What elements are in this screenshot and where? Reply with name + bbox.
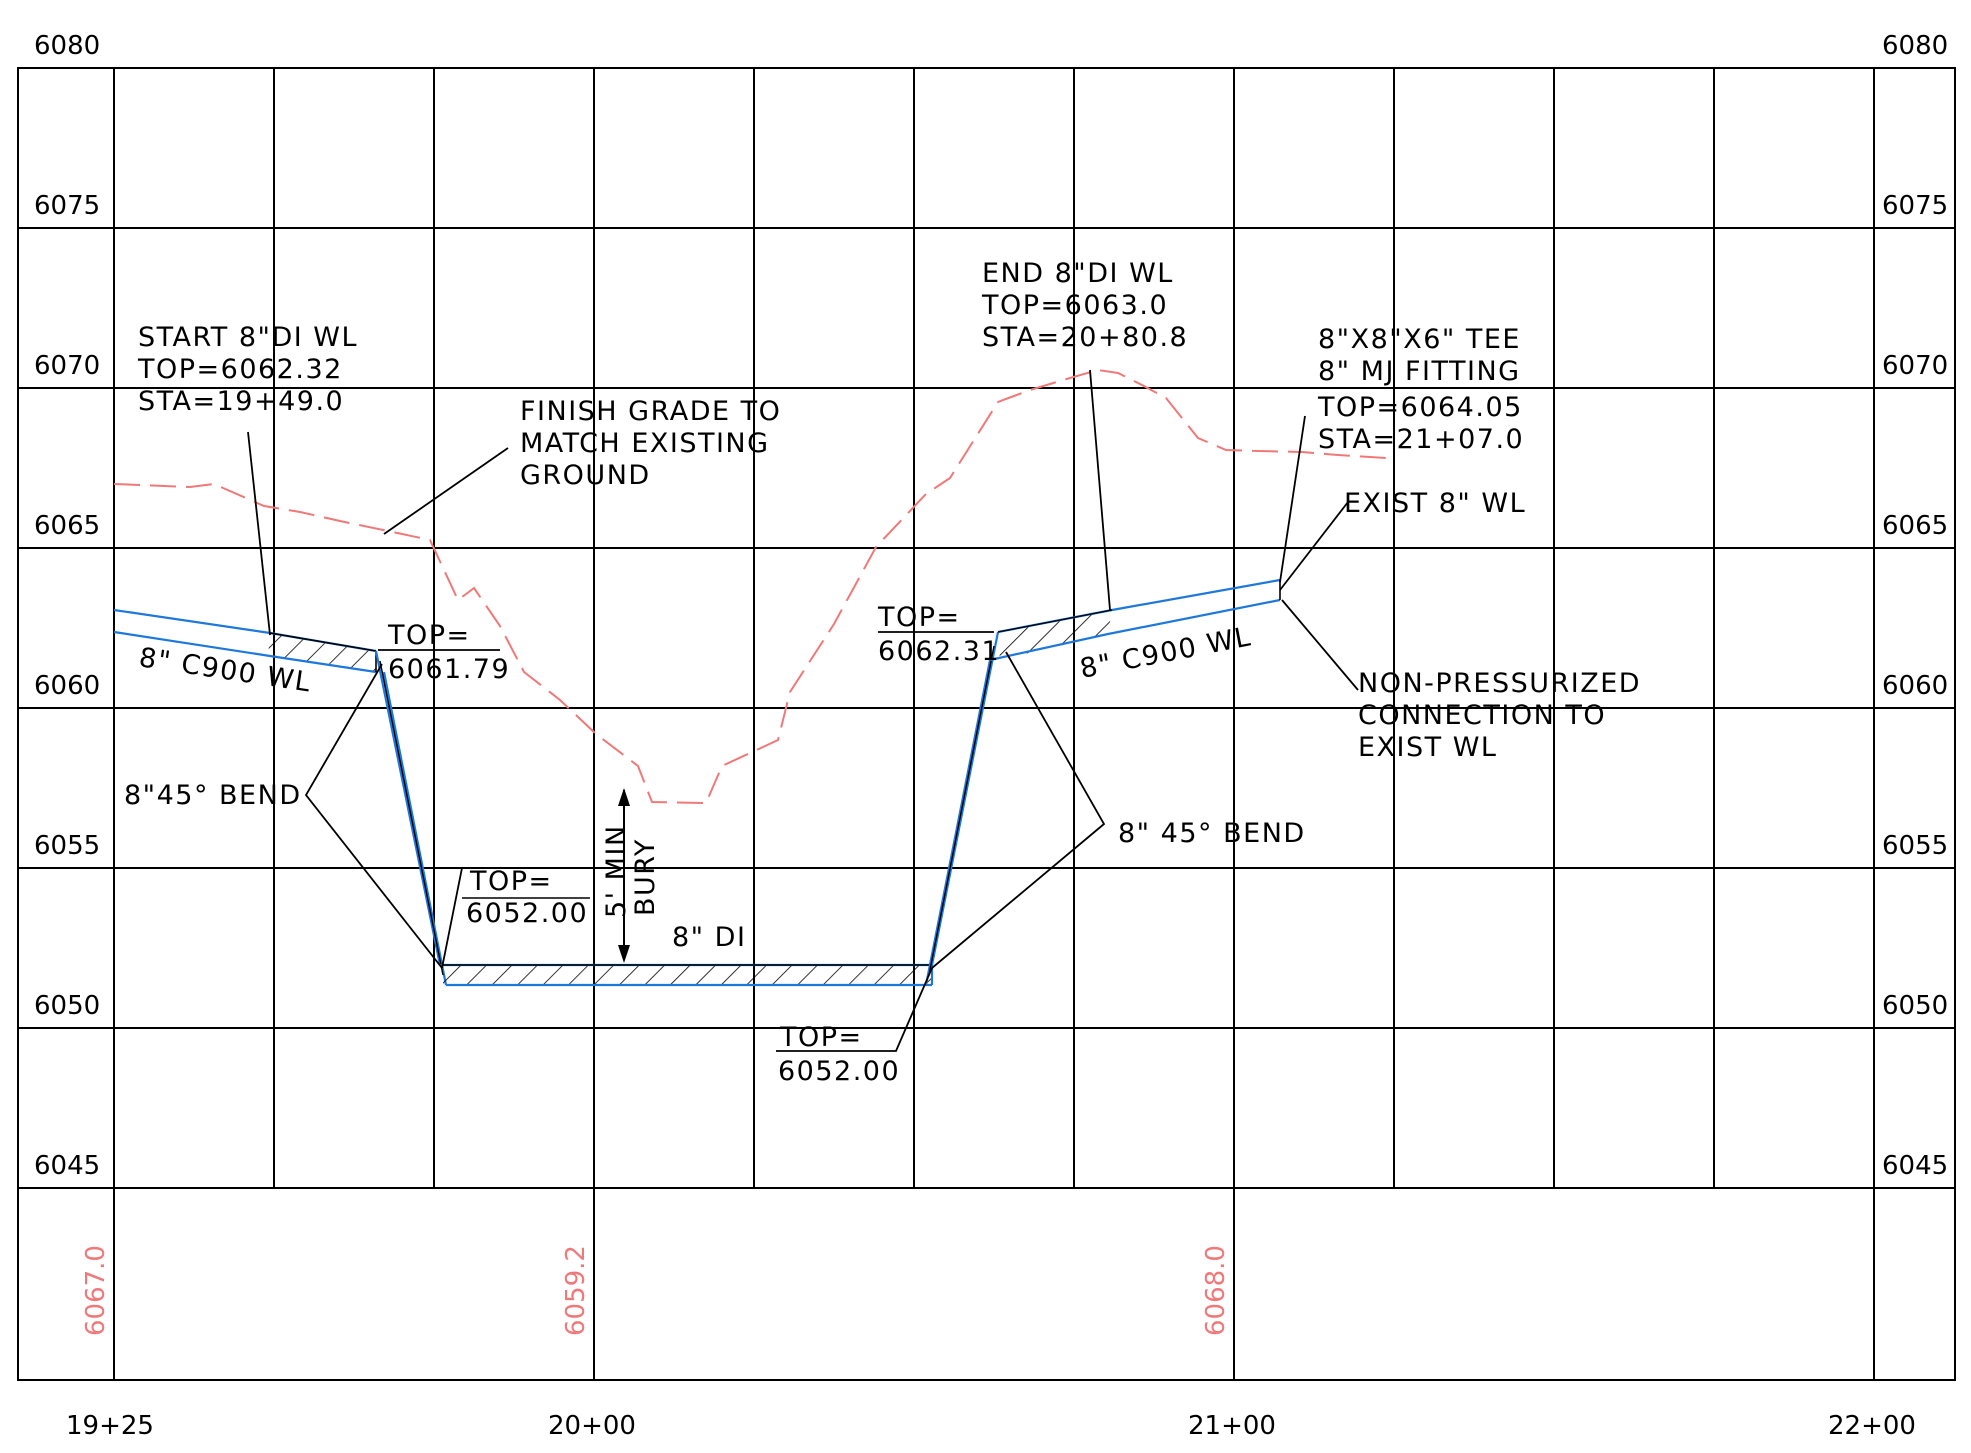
station-labels: 19+25 20+00 21+00 22+00 [66,1411,1916,1441]
top-bottom-left-value: 6052.00 [466,898,588,929]
elev-right-6075: 6075 [1882,191,1948,221]
left-riser-pipe [374,650,448,986]
profile-grid [17,67,1956,1381]
non-pressurized-line3: EXIST WL [1358,732,1497,763]
leader-exist-wl [1279,501,1349,591]
leader-start [247,431,271,636]
left-pipe-crown-line [269,632,377,652]
station-22-00: 22+00 [1828,1411,1916,1441]
left-elevation-labels: 6080 6075 6070 6065 6060 6055 6050 6045 [34,31,100,1181]
right-riser-centerline [928,645,995,976]
bury-dimension: 5' MIN BURY [601,788,661,963]
right-riser-inner [930,631,1000,966]
left-pipe-bottom [113,630,377,674]
left-c900-pipe [113,608,377,674]
bury-arrow-down [618,945,630,963]
elev-left-6050: 6050 [34,991,100,1021]
tee-label-line4: STA=21+07.0 [1318,424,1524,455]
left-riser-outer [374,650,442,966]
right-pipe-bottom [989,598,1281,662]
right-riser-pipe [924,631,1000,986]
leader-non-pressurized [1281,599,1359,691]
elev-left-6045: 6045 [34,1151,100,1181]
bury-label-line2: BURY [630,838,661,916]
station-21-00: 21+00 [1188,1411,1276,1441]
finish-grade-line1: FINISH GRADE TO [520,396,781,427]
ground-elevation-labels: 6067.0 6059.2 6068.0 [81,1245,1231,1336]
elev-left-6075: 6075 [34,191,100,221]
elev-right-6045: 6045 [1882,1151,1948,1181]
leader-top-bottom-left [441,867,590,969]
end-label-line1: END 8"DI WL [982,258,1174,289]
top-bottom-right-value: 6052.00 [778,1056,900,1087]
ground-elev-20-00: 6059.2 [561,1245,591,1336]
top-bottom-right-label: TOP= [779,1022,863,1053]
end-label-line3: STA=20+80.8 [982,322,1188,353]
left-bend-label: 8"45° BEND [124,780,302,811]
finish-grade-line2: MATCH EXISTING [520,428,770,459]
top-right-label: TOP= [877,602,961,633]
elev-left-6070: 6070 [34,351,100,381]
leader-left-bend [304,663,443,969]
tee-label-line1: 8"X8"X6" TEE [1318,324,1521,355]
bury-arrow-up [618,788,630,806]
elev-left-6080: 6080 [34,31,100,61]
elev-left-6055: 6055 [34,831,100,861]
top-left-value: 6061.79 [388,654,510,685]
top-left-label: TOP= [387,620,471,651]
ground-elev-19-25: 6067.0 [81,1245,111,1336]
elev-right-6070: 6070 [1882,351,1948,381]
start-label-line2: TOP=6062.32 [137,354,343,385]
right-bend-label: 8" 45° BEND [1118,818,1306,849]
right-riser-outer [924,659,992,986]
elev-right-6055: 6055 [1882,831,1948,861]
finish-grade-line3: GROUND [520,460,651,491]
leader-top-bottom-right [776,967,933,1052]
leader-lines [247,369,1359,1052]
di-pipe-label: 8" DI [672,922,746,953]
tee-label-line2: 8" MJ FITTING [1318,356,1521,387]
ground-elev-21-00: 6068.0 [1201,1245,1231,1336]
top-bottom-left-label: TOP= [469,866,553,897]
right-pipe-crown [997,609,1113,633]
leader-finish-grade [383,447,509,535]
elev-right-6080: 6080 [1882,31,1948,61]
elev-right-6050: 6050 [1882,991,1948,1021]
elev-left-6065: 6065 [34,511,100,541]
top-right-value: 6062.31 [878,636,1000,667]
non-pressurized-line1: NON-PRESSURIZED [1358,668,1641,699]
end-label-line2: TOP=6063.0 [981,290,1168,321]
profile-frame [17,67,1956,1381]
start-label-line1: START 8"DI WL [138,322,358,353]
elev-left-6060: 6060 [34,671,100,701]
bottom-di-pipe [440,963,934,987]
left-pipe-hatch [268,633,376,672]
annotations: START 8"DI WL TOP=6062.32 STA=19+49.0 FI… [124,258,1641,1087]
station-20-00: 20+00 [548,1411,636,1441]
bottom-pipe-hatch [443,965,931,986]
leader-tee [1279,415,1306,583]
left-riser-centerline [379,660,444,976]
leader-end [1089,369,1111,611]
right-pipe-hatch [998,610,1112,660]
leader-right-bend [931,651,1106,969]
non-pressurized-line2: CONNECTION TO [1358,700,1606,731]
left-riser-inner [382,671,448,986]
existing-ground-line [113,368,1387,805]
station-19-25: 19+25 [66,1411,154,1441]
elev-right-6060: 6060 [1882,671,1948,701]
bury-label-line1: 5' MIN [601,824,632,918]
elev-right-6065: 6065 [1882,511,1948,541]
start-label-line3: STA=19+49.0 [138,386,344,417]
right-elevation-labels: 6080 6075 6070 6065 6060 6055 6050 6045 [1882,31,1948,1181]
tee-label-line3: TOP=6064.05 [1317,392,1523,423]
right-c900-pipe [989,578,1281,662]
exist-wl-label: EXIST 8" WL [1344,488,1526,519]
